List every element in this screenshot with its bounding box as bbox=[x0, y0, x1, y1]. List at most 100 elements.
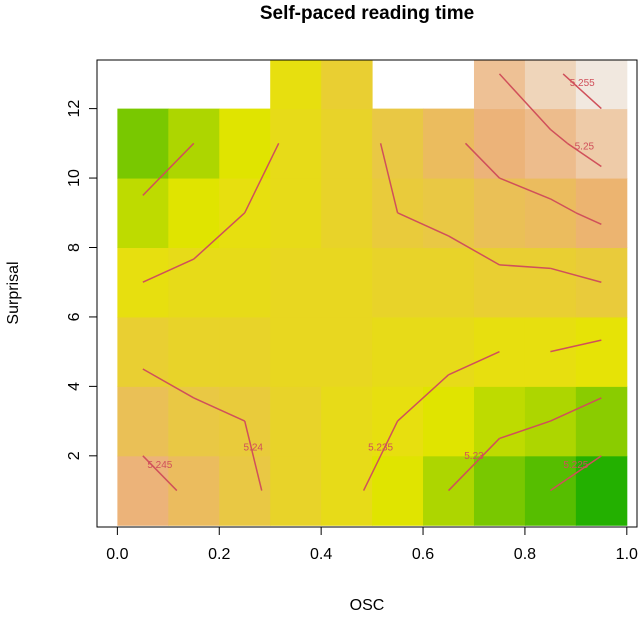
heat-cell bbox=[168, 386, 220, 457]
heat-cell bbox=[219, 178, 271, 248]
contour-line bbox=[448, 350, 500, 376]
contours: 5.225 5.23 5.235 5.24 5.245 5.25 5.255 bbox=[142, 73, 602, 492]
heat-cell bbox=[321, 455, 373, 526]
y-tick-label: 2 bbox=[66, 451, 83, 460]
contour-line bbox=[499, 420, 551, 440]
contour-line bbox=[362, 420, 399, 491]
heat-cell bbox=[423, 178, 475, 248]
heat-cell bbox=[524, 247, 577, 318]
heat-cell bbox=[321, 316, 373, 387]
heat-cell bbox=[372, 108, 424, 179]
y-tick-label: 8 bbox=[66, 243, 83, 252]
heat-cell bbox=[372, 247, 424, 318]
contour-label: 5.25 bbox=[575, 142, 595, 153]
contour-label: 5.245 bbox=[147, 460, 172, 471]
contour-line bbox=[142, 455, 178, 492]
contour-line bbox=[562, 73, 602, 110]
contour-line bbox=[499, 177, 551, 200]
x-axis-label: OSC bbox=[350, 597, 385, 614]
heat-cell bbox=[372, 455, 424, 526]
heat-cell bbox=[423, 247, 475, 318]
x-tick-label: 0.6 bbox=[412, 546, 434, 563]
y-tick-label: 10 bbox=[66, 169, 83, 187]
contour-label: 5.225 bbox=[563, 460, 588, 471]
heat-cell bbox=[473, 108, 526, 179]
contour-line bbox=[464, 142, 500, 179]
contour-line bbox=[575, 212, 602, 226]
contour-line bbox=[447, 437, 500, 492]
heat-cell bbox=[321, 178, 373, 248]
contour-line bbox=[448, 235, 500, 266]
heat-cell bbox=[117, 178, 169, 248]
heat-cell bbox=[321, 386, 373, 457]
heat-cell bbox=[575, 247, 628, 318]
contour-label: 5.255 bbox=[570, 78, 595, 89]
contour-line bbox=[142, 258, 195, 283]
heat-cell bbox=[575, 108, 628, 179]
contour-line bbox=[142, 142, 195, 196]
heat-cell bbox=[575, 316, 628, 387]
x-tick-label: 0.8 bbox=[514, 546, 536, 563]
contour-line bbox=[244, 420, 263, 491]
contour-label: 5.24 bbox=[243, 442, 263, 453]
contour-line bbox=[397, 374, 450, 422]
contour-line bbox=[244, 143, 280, 214]
x-tick-label: 0.2 bbox=[208, 546, 230, 563]
heat-cell bbox=[473, 247, 526, 318]
chart-title: Self-paced reading time bbox=[260, 3, 474, 24]
contour-line bbox=[549, 128, 568, 144]
heat-cell bbox=[270, 247, 322, 318]
heat-cell bbox=[321, 60, 373, 110]
heat-cell bbox=[270, 60, 322, 110]
heat-cell bbox=[423, 316, 475, 387]
x-tick-label: 1.0 bbox=[616, 546, 638, 563]
contour-label: 5.23 bbox=[464, 451, 484, 462]
contour-line bbox=[550, 397, 602, 422]
heatmap bbox=[117, 60, 628, 526]
heat-cell bbox=[270, 455, 322, 526]
contour-line bbox=[566, 142, 602, 168]
contour-label: 5.235 bbox=[368, 442, 393, 453]
heat-cell bbox=[219, 455, 271, 526]
contour-line bbox=[397, 212, 449, 237]
heat-cell bbox=[219, 247, 271, 318]
heat-cell bbox=[473, 386, 526, 457]
heat-cell bbox=[270, 386, 322, 457]
heat-cell bbox=[473, 455, 526, 526]
x-tick-label: 0.4 bbox=[310, 546, 332, 563]
contour-line bbox=[193, 212, 246, 260]
heat-cell bbox=[473, 316, 526, 387]
heat-cell bbox=[575, 178, 628, 248]
heat-cell bbox=[575, 60, 628, 110]
heat-cell bbox=[321, 108, 373, 179]
heat-cell bbox=[423, 386, 475, 457]
y-tick-label: 4 bbox=[66, 382, 83, 391]
contour-line bbox=[193, 397, 246, 422]
contour-line bbox=[550, 198, 577, 214]
x-tick-label: 0.0 bbox=[106, 546, 128, 563]
heat-cell bbox=[270, 178, 322, 248]
heat-cell bbox=[168, 316, 220, 387]
heat-cell bbox=[575, 386, 628, 457]
heat-cell bbox=[219, 316, 271, 387]
y-axis-label: Surprisal bbox=[5, 261, 22, 324]
contour-line bbox=[550, 339, 602, 353]
contour-line bbox=[498, 73, 551, 130]
heat-cell bbox=[117, 316, 169, 387]
contour-line bbox=[549, 455, 602, 492]
contour-line bbox=[142, 368, 195, 399]
plot-frame bbox=[96, 59, 638, 528]
heat-cell bbox=[168, 455, 220, 526]
heat-cell bbox=[473, 178, 526, 248]
heat-cell bbox=[117, 108, 169, 179]
heat-cell bbox=[423, 455, 475, 526]
heat-cell bbox=[321, 247, 373, 318]
heat-cell bbox=[168, 178, 220, 248]
heat-cell bbox=[117, 455, 169, 526]
contour-line bbox=[550, 267, 602, 283]
y-tick-label: 12 bbox=[66, 100, 83, 118]
heat-cell bbox=[372, 316, 424, 387]
heat-cell bbox=[270, 316, 322, 387]
